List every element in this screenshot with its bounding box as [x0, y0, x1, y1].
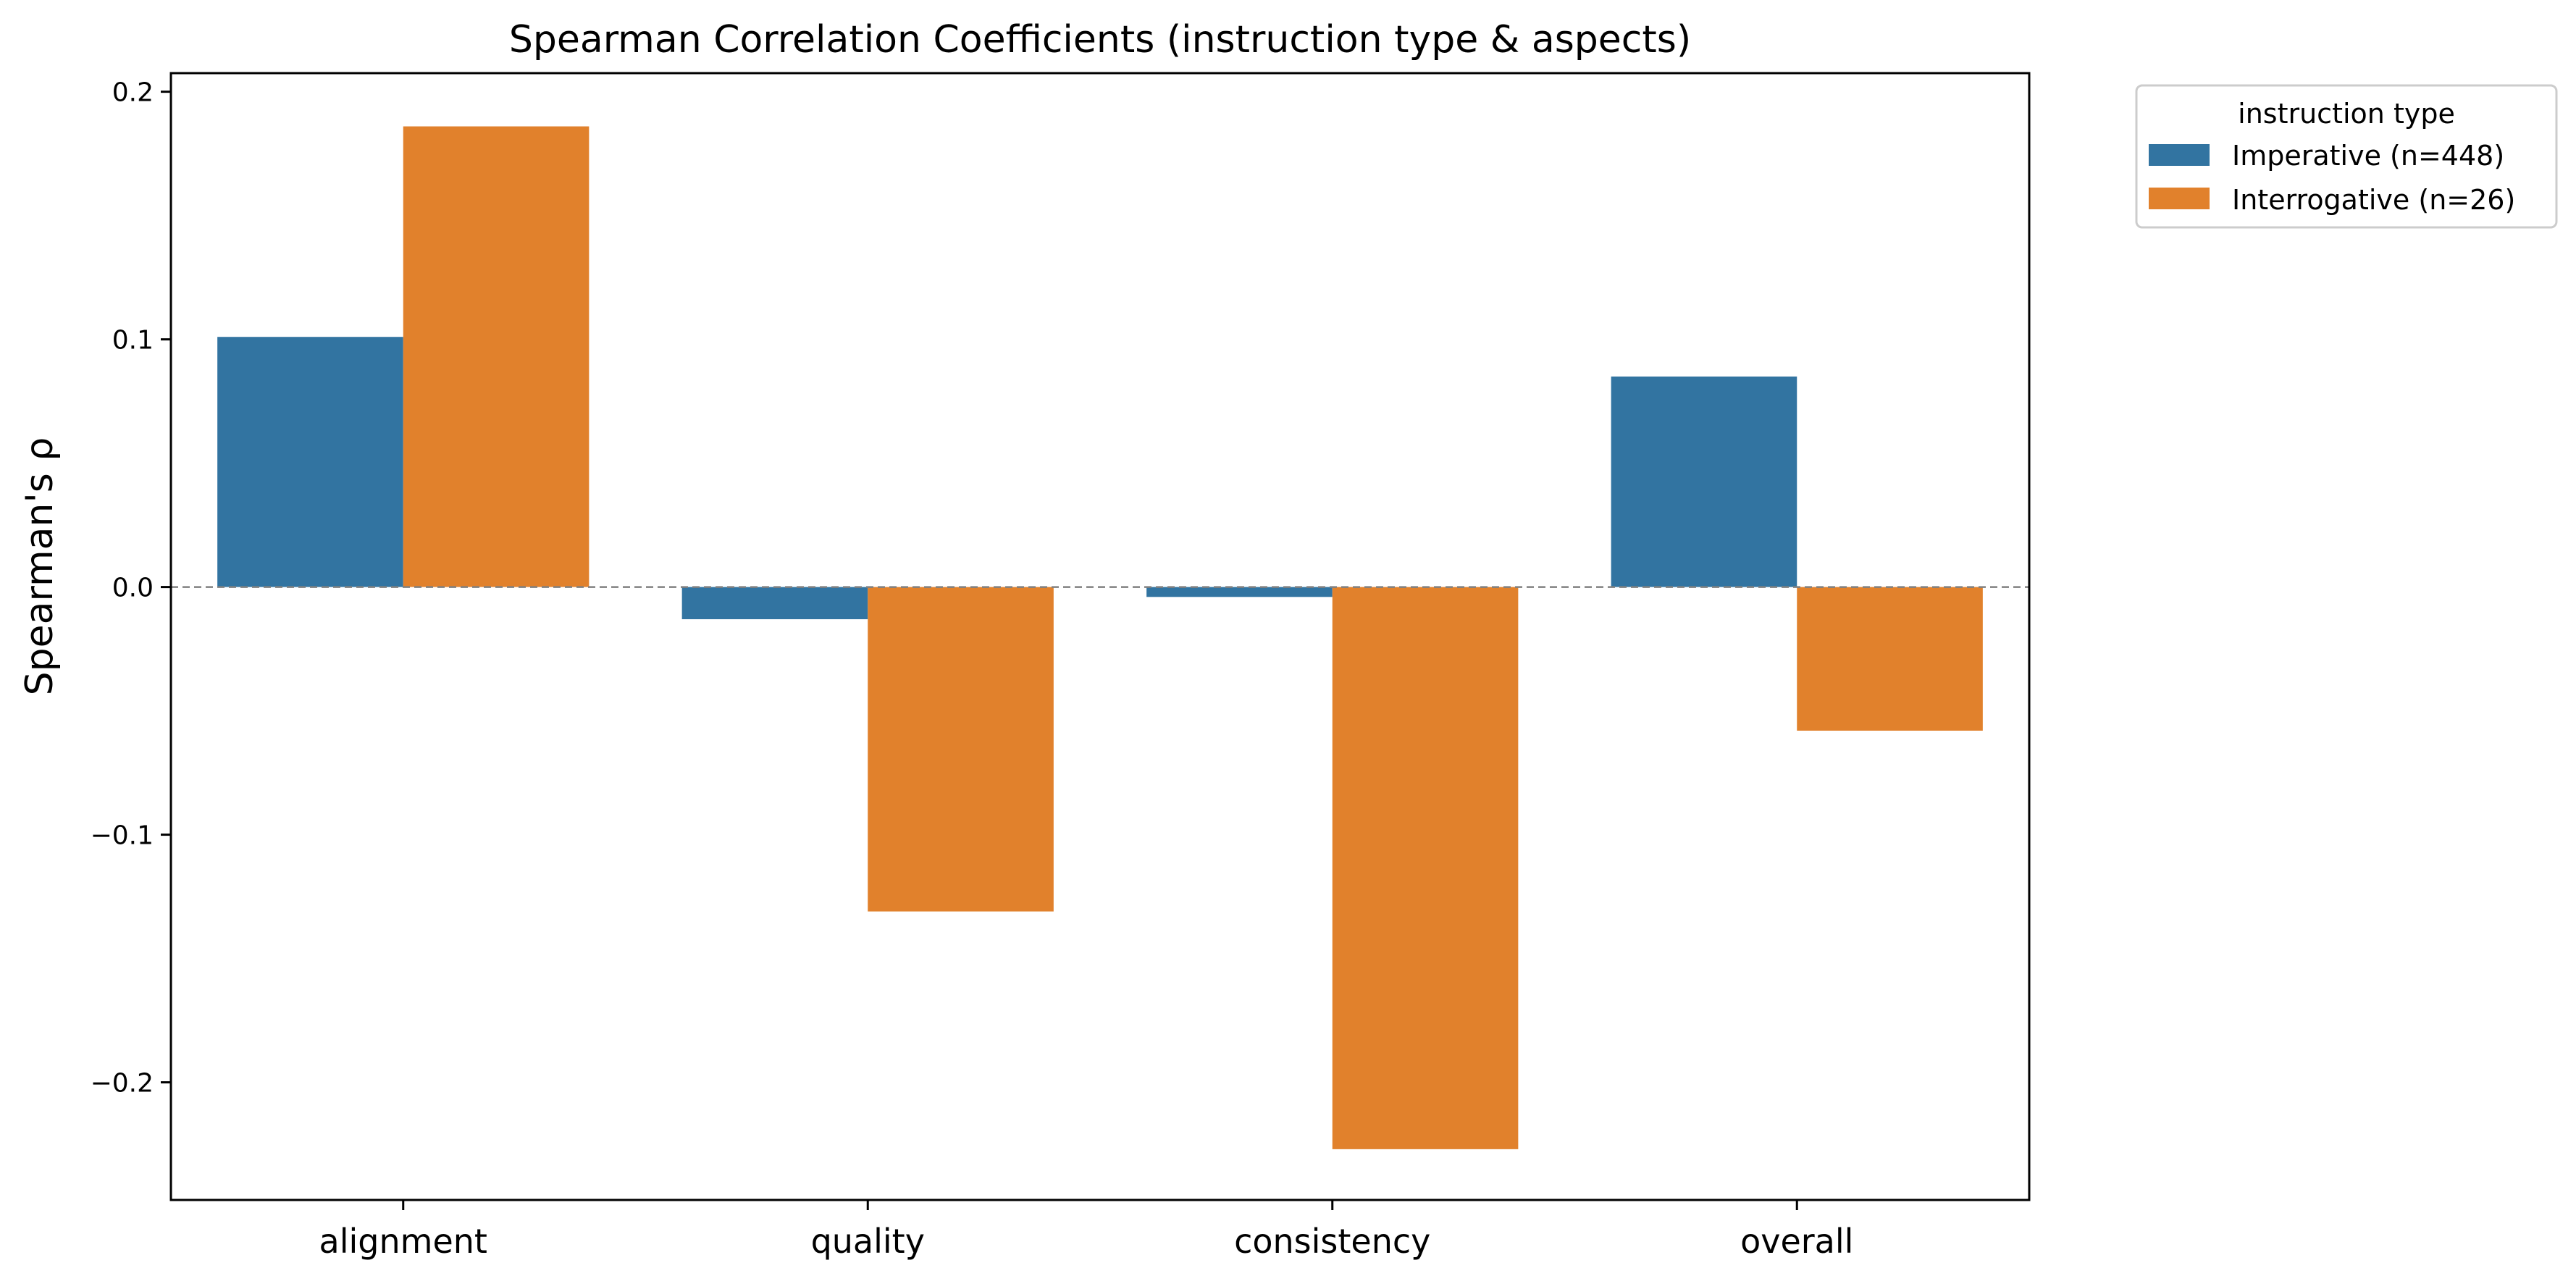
y-ticks-group: 0.2 0.1 0.0 −0.1 −0.2 [91, 78, 171, 1099]
x-tick-label-quality: quality [811, 1222, 925, 1261]
legend-label-interrogative: Interrogative (n=26) [2232, 184, 2515, 216]
bar-overall-imperative [1611, 376, 1797, 587]
axes-group [169, 72, 2031, 1201]
legend-swatch-imperative [2149, 144, 2210, 166]
bar-consistency-interrogative [1332, 587, 1519, 1149]
y-tick-label: −0.1 [91, 821, 154, 851]
bar-consistency-imperative [1146, 587, 1333, 597]
legend: instruction type Imperative (n=448) Inte… [2135, 84, 2558, 229]
y-tick-label: 0.0 [112, 574, 154, 603]
legend-swatch-interrogative [2149, 188, 2210, 209]
plot-frame [169, 72, 2031, 1201]
y-axis-label: Spearman's ρ [18, 437, 62, 696]
legend-title: instruction type [2238, 98, 2455, 130]
bar-alignment-imperative [217, 337, 403, 587]
y-axis-label-group: Spearman's ρ [18, 437, 62, 696]
y-tick-label: 0.1 [112, 326, 154, 356]
chart-title: Spearman Correlation Coefficients (instr… [509, 18, 1691, 62]
x-tick-label-overall: overall [1740, 1222, 1853, 1261]
y-tick-label: −0.2 [91, 1069, 154, 1099]
bar-alignment-interrogative [403, 126, 590, 587]
bar-quality-interrogative [868, 587, 1054, 912]
legend-frame [2135, 84, 2558, 229]
y-tick-label: 0.2 [112, 78, 154, 108]
x-tick-label-alignment: alignment [319, 1222, 487, 1261]
bars-group [217, 126, 1983, 1149]
legend-label-imperative: Imperative (n=448) [2232, 140, 2504, 172]
bar-overall-interrogative [1797, 587, 1983, 731]
bar-quality-imperative [681, 587, 868, 620]
x-ticks-group: alignment quality consistency overall [319, 1200, 1853, 1261]
x-tick-label-consistency: consistency [1234, 1222, 1430, 1261]
